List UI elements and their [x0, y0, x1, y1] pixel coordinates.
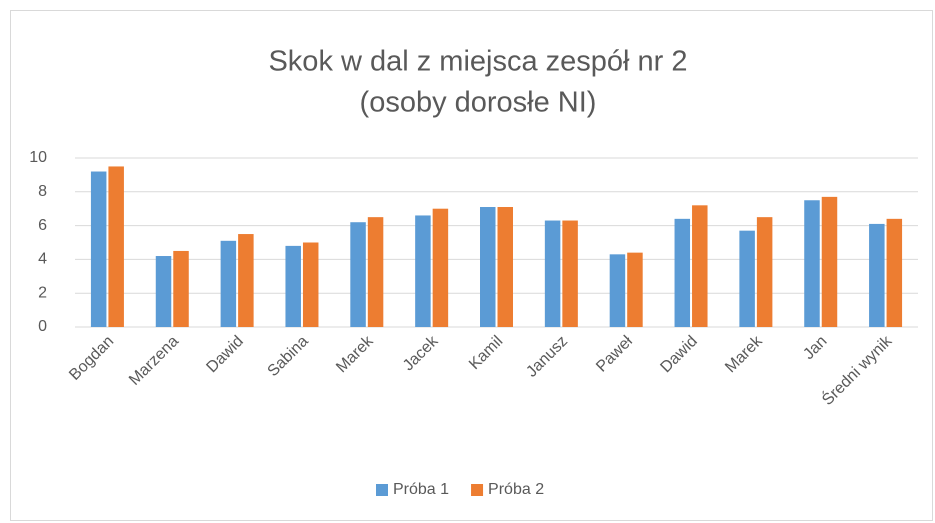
bar	[609, 254, 626, 327]
y-tick-label: 0	[38, 318, 47, 335]
legend-swatch	[471, 484, 484, 496]
bar	[821, 196, 838, 327]
legend-label: Próba 2	[488, 481, 544, 498]
bar	[220, 240, 237, 327]
y-tick-label: 10	[29, 149, 47, 166]
bar	[302, 242, 319, 327]
chart-title: Skok w dal z miejsca zespół nr 2	[268, 46, 687, 78]
y-tick-label: 6	[38, 217, 47, 234]
legend-swatch	[376, 484, 388, 496]
bar	[350, 222, 366, 327]
bar	[285, 245, 301, 327]
bar	[562, 220, 578, 327]
bar	[480, 207, 496, 327]
bar	[804, 200, 820, 327]
bar	[886, 218, 903, 327]
bar	[869, 223, 885, 327]
bar	[155, 256, 172, 327]
bar	[674, 218, 691, 327]
bar	[497, 207, 513, 327]
chart-title: (osoby dorosłe NI)	[360, 87, 597, 119]
bar	[108, 166, 124, 327]
y-tick-label: 8	[38, 183, 47, 200]
y-tick-label: 4	[38, 251, 47, 268]
bar	[90, 171, 107, 327]
y-tick-label: 2	[38, 284, 47, 301]
bar	[627, 252, 643, 327]
bar	[692, 205, 708, 327]
bar	[756, 217, 773, 327]
bar	[367, 217, 384, 327]
bar	[238, 234, 254, 327]
bar	[432, 208, 449, 327]
bar	[544, 220, 561, 327]
bar	[173, 250, 189, 327]
bar	[739, 230, 755, 327]
legend-label: Próba 1	[393, 481, 449, 498]
bar	[415, 215, 431, 327]
